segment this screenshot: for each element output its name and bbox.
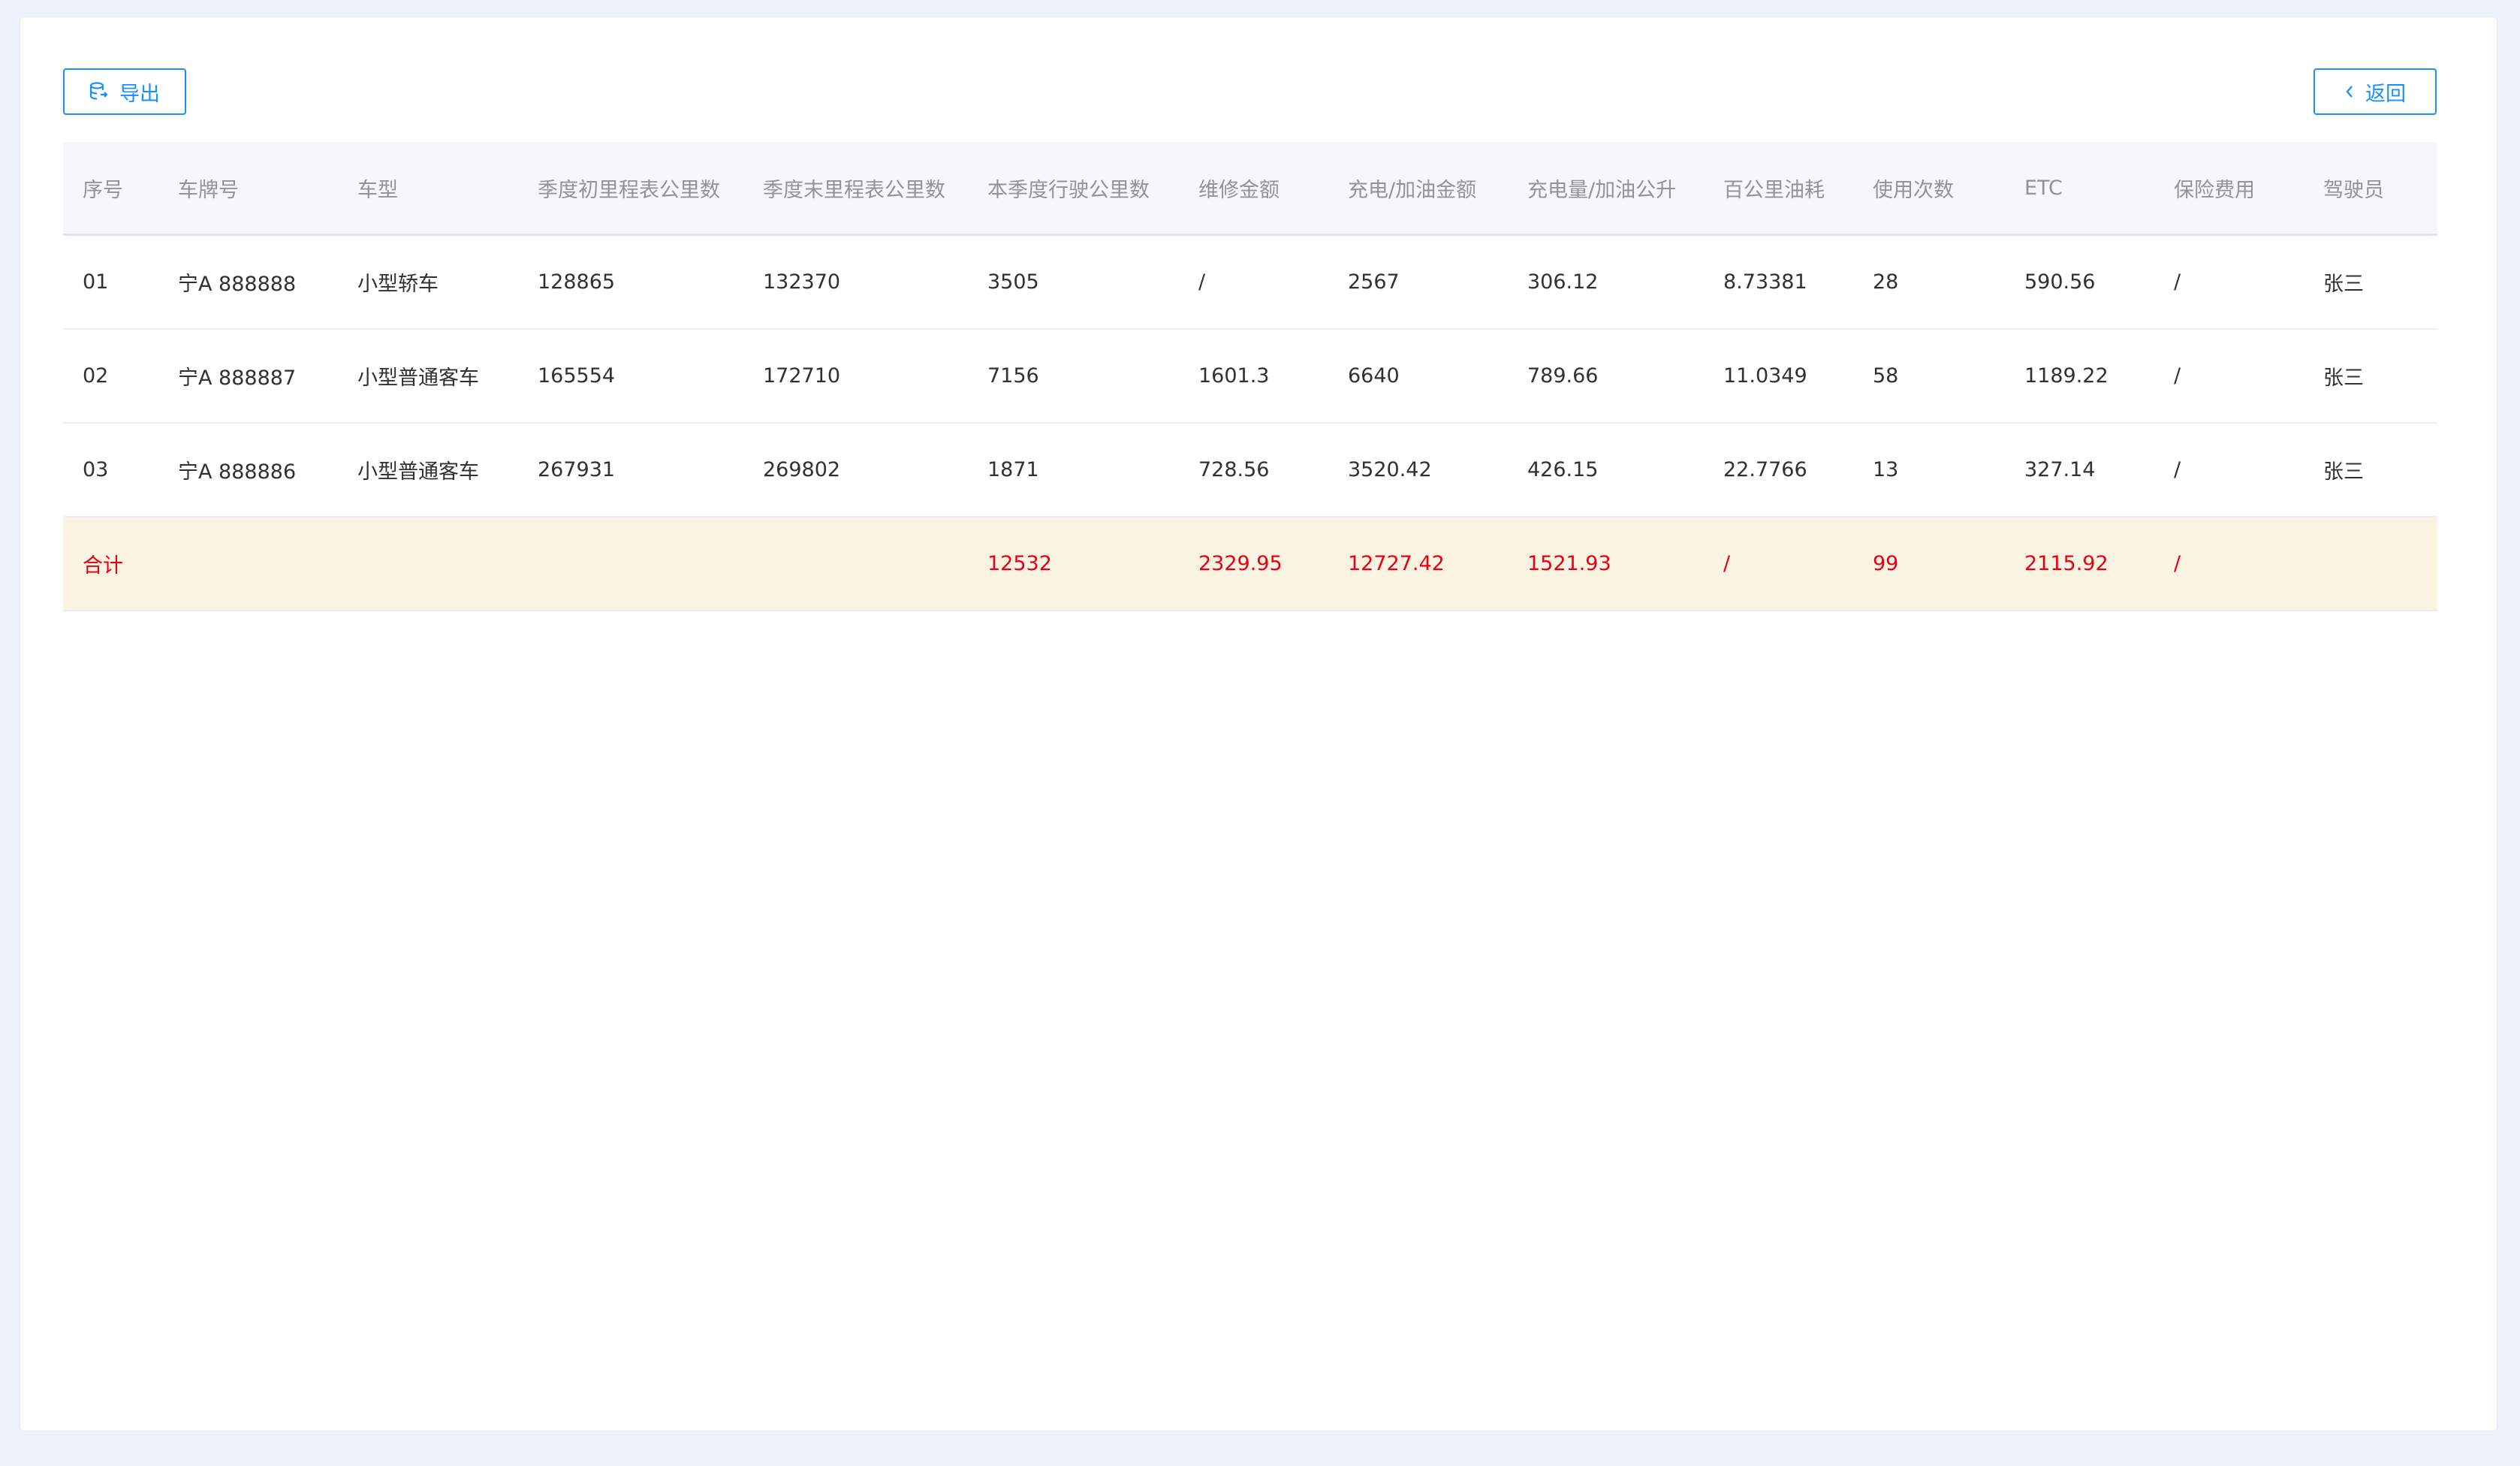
table-cell: 7156 (968, 329, 1179, 424)
table-cell: 172710 (743, 329, 968, 424)
total-cell (158, 517, 338, 611)
table-cell: 2567 (1328, 234, 1508, 330)
total-cell: 2329.95 (1179, 517, 1328, 611)
total-cell: 12532 (968, 517, 1179, 611)
table-cell: 13 (1853, 423, 2005, 517)
table-cell: 132370 (743, 234, 968, 330)
column-header: 充电/加油金额 (1328, 142, 1508, 236)
table-cell: 58 (1853, 329, 2005, 424)
total-cell: 1521.93 (1508, 517, 1704, 611)
total-cell: / (2154, 517, 2304, 611)
back-button[interactable]: 返回 (2314, 68, 2437, 115)
table-cell: 小型轿车 (338, 234, 518, 330)
column-header: 百公里油耗 (1704, 142, 1853, 236)
table-cell: 789.66 (1508, 329, 1704, 424)
content-card: 导出 返回 序号 车牌号 车型 季度初里程表公里数 季度末里程表公里数 本季度行驶公里数维… (20, 17, 2497, 1431)
table-cell: 02 (63, 329, 158, 424)
export-button[interactable]: 导出 (63, 68, 186, 115)
total-row: 合计 12532 2329.95 12727.42 1521.93/99 2115.92/ (63, 517, 2437, 611)
column-header: 季度末里程表公里数 (743, 142, 968, 236)
total-cell: 合计 (63, 517, 158, 611)
table-cell: 128865 (518, 234, 743, 330)
table-cell: 22.7766 (1704, 423, 1853, 517)
table-cell: 宁A 888887 (158, 329, 338, 424)
total-cell (338, 517, 518, 611)
column-header: 维修金额 (1179, 142, 1328, 236)
column-header: 驾驶员 (2304, 142, 2437, 236)
table-cell: 小型普通客车 (338, 329, 518, 424)
table-cell: 张三 (2304, 423, 2437, 517)
table-cell: / (2154, 234, 2304, 330)
table-cell: 426.15 (1508, 423, 1704, 517)
export-label: 导出 (119, 82, 160, 106)
column-header: ETC (2005, 142, 2154, 236)
table-cell: 3520.42 (1328, 423, 1508, 517)
table-cell: 165554 (518, 329, 743, 424)
column-header: 序号 (63, 142, 158, 236)
table-cell: / (2154, 423, 2304, 517)
total-cell (518, 517, 743, 611)
vehicle-stats-table: 序号 车牌号 车型 季度初里程表公里数 季度末里程表公里数 本季度行驶公里数 维修金额 充电/… (63, 142, 2437, 611)
table-cell: 269802 (743, 423, 968, 517)
total-cell (743, 517, 968, 611)
table-cell: 306.12 (1508, 234, 1704, 330)
table-cell: 1189.22 (2005, 329, 2154, 424)
table-cell: 8.73381 (1704, 234, 1853, 330)
table-cell: 6640 (1328, 329, 1508, 424)
back-label: 返回 (2365, 82, 2406, 106)
table-cell: 宁A 888886 (158, 423, 338, 517)
total-cell: 12727.42 (1328, 517, 1508, 611)
table-cell: 张三 (2304, 234, 2437, 330)
column-header: 使用次数 (1853, 142, 2005, 236)
chevron-left-icon (2344, 83, 2355, 100)
table-cell: 728.56 (1179, 423, 1328, 517)
table-cell: 327.14 (2005, 423, 2154, 517)
column-header: 车牌号 (158, 142, 338, 236)
table-cell: 590.56 (2005, 234, 2154, 330)
table-cell: 宁A 888888 (158, 234, 338, 330)
total-cell: 99 (1853, 517, 2005, 611)
table-cell: / (2154, 329, 2304, 424)
column-header: 车型 (338, 142, 518, 236)
table-cell: 张三 (2304, 329, 2437, 424)
total-cell (2304, 517, 2437, 611)
table-cell: / (1179, 234, 1328, 330)
column-header: 充电量/加油公升 (1508, 142, 1704, 236)
table-cell: 28 (1853, 234, 2005, 330)
column-header: 保险费用 (2154, 142, 2304, 236)
table-row: 02 宁A 888887 小型普通客车 165554 172710 7156 1601.3 6… (63, 329, 2437, 424)
column-header: 季度初里程表公里数 (518, 142, 743, 236)
table-cell: 小型普通客车 (338, 423, 518, 517)
export-database-icon (89, 81, 109, 102)
table-header: 序号 车牌号 车型 季度初里程表公里数 季度末里程表公里数 本季度行驶公里数 维修金额 充电/… (63, 142, 2437, 236)
table-cell: 11.0349 (1704, 329, 1853, 424)
table-cell: 03 (63, 423, 158, 517)
table-cell: 1871 (968, 423, 1179, 517)
table-cell: 3505 (968, 234, 1179, 330)
table-row: 03 宁A 888886 小型普通客车 267931 269802 1871 728.56 3… (63, 423, 2437, 517)
table-cell: 1601.3 (1179, 329, 1328, 424)
table-row: 01 宁A 888888 小型轿车 128865 132370 3505/2567 306.… (63, 234, 2437, 330)
table-cell: 01 (63, 234, 158, 330)
table-cell: 267931 (518, 423, 743, 517)
column-header: 本季度行驶公里数 (968, 142, 1179, 236)
total-cell: 2115.92 (2005, 517, 2154, 611)
total-cell: / (1704, 517, 1853, 611)
